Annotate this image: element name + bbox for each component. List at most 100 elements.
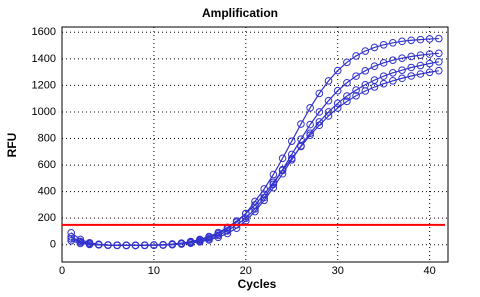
data-point — [168, 240, 177, 248]
data-point — [389, 56, 397, 64]
data-point — [223, 229, 232, 238]
data-point — [416, 35, 425, 44]
data-point — [407, 52, 416, 61]
data-point — [85, 240, 94, 249]
data-point — [425, 50, 434, 58]
data-point — [297, 142, 305, 151]
data-point — [76, 235, 85, 244]
data-point — [352, 72, 360, 80]
data-point — [407, 72, 416, 80]
data-point — [269, 183, 278, 192]
data-point — [306, 104, 314, 112]
data-point — [389, 76, 397, 85]
data-point — [425, 68, 434, 77]
data-point — [398, 66, 406, 74]
data-point — [131, 241, 140, 250]
y-tick-label: 1400 — [32, 53, 56, 65]
data-point — [370, 83, 379, 91]
data-point — [379, 40, 388, 49]
data-point — [122, 241, 131, 250]
data-point — [370, 62, 379, 70]
plot-frame — [61, 26, 449, 263]
data-point — [435, 66, 443, 75]
data-point — [379, 59, 388, 67]
data-point — [324, 77, 333, 85]
data-point — [343, 92, 351, 100]
data-point — [379, 72, 388, 80]
data-point — [251, 201, 259, 209]
data-point — [352, 91, 360, 100]
data-point — [242, 209, 250, 218]
x-tick-label: 0 — [59, 265, 65, 277]
data-point — [269, 178, 278, 187]
data-point — [425, 35, 434, 43]
data-point — [94, 241, 103, 249]
data-point — [186, 237, 195, 246]
data-point — [260, 190, 268, 199]
data-point — [379, 79, 388, 88]
data-point — [343, 97, 351, 106]
data-point — [416, 70, 425, 78]
y-tick-label: 200 — [38, 212, 56, 224]
data-point — [333, 99, 342, 108]
chart-title: Amplification — [202, 6, 278, 20]
data-point — [389, 69, 397, 77]
y-tick-label: 600 — [38, 159, 56, 171]
data-point — [260, 185, 268, 193]
data-point — [416, 61, 425, 70]
data-point — [370, 43, 379, 52]
data-point — [435, 57, 443, 66]
data-point — [333, 104, 342, 112]
data-point — [287, 154, 296, 163]
data-point — [205, 232, 213, 241]
y-tick-label: 1000 — [32, 106, 56, 118]
data-point — [425, 59, 434, 68]
data-point — [435, 49, 443, 58]
data-point — [389, 38, 397, 47]
data-point — [113, 241, 121, 250]
data-point — [159, 240, 167, 249]
data-point — [67, 236, 75, 245]
data-point — [315, 89, 324, 98]
data-point — [214, 233, 223, 242]
data-point — [333, 86, 342, 95]
y-tick-label: 1600 — [32, 26, 56, 38]
data-point — [287, 137, 296, 145]
data-point — [177, 239, 186, 247]
data-point — [407, 63, 416, 72]
y-axis-label: RFU — [5, 133, 19, 158]
data-point — [306, 120, 314, 129]
y-tick-label: 400 — [38, 186, 56, 198]
data-point — [343, 78, 351, 87]
data-point — [361, 47, 370, 55]
x-tick-label: 10 — [148, 265, 160, 277]
x-tick-label: 30 — [332, 265, 344, 277]
data-point — [398, 37, 406, 46]
data-point — [324, 96, 333, 105]
data-point — [260, 196, 268, 205]
data-point — [361, 67, 370, 75]
data-point — [398, 54, 406, 63]
data-point — [214, 228, 223, 237]
y-tick-label: 1200 — [32, 79, 56, 91]
data-point — [297, 120, 305, 128]
data-point — [150, 241, 158, 249]
data-point — [76, 239, 85, 248]
data-point — [104, 241, 112, 249]
y-tick-label: 0 — [50, 239, 56, 251]
data-point — [67, 228, 75, 237]
data-point — [343, 58, 351, 67]
data-point — [269, 170, 278, 179]
data-point — [315, 121, 324, 130]
data-point — [140, 241, 149, 249]
x-tick-label: 40 — [423, 265, 435, 277]
data-point — [361, 87, 370, 95]
data-point — [333, 66, 342, 75]
data-point — [324, 112, 333, 120]
data-point — [306, 129, 314, 138]
data-point — [306, 131, 314, 140]
data-point — [67, 234, 75, 243]
data-point — [196, 238, 204, 246]
data-point — [352, 86, 360, 94]
